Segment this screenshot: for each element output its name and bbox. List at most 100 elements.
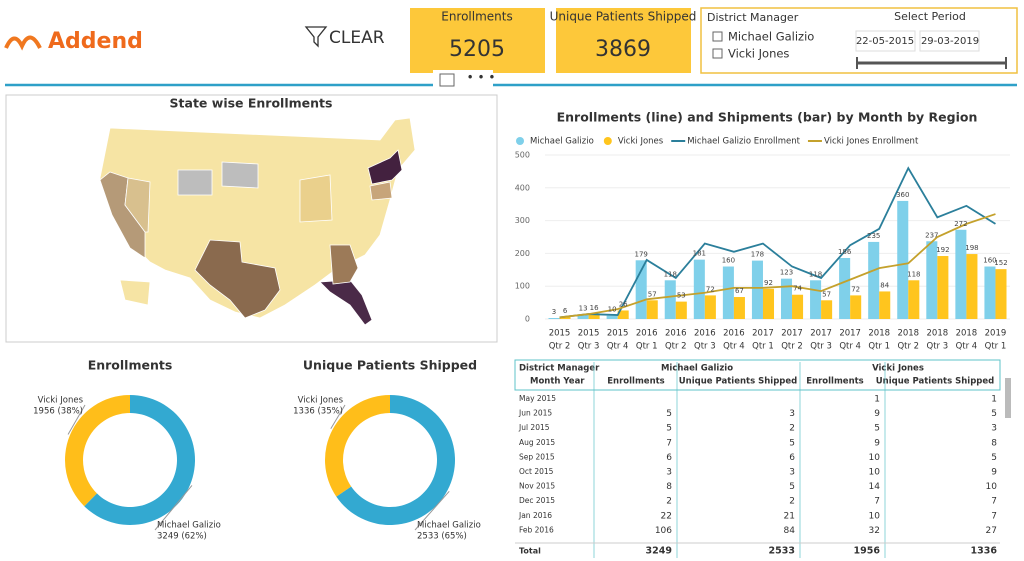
total-label: Total: [519, 547, 541, 556]
slice-label: 3249 (62%): [157, 532, 207, 542]
cell: 6: [666, 453, 672, 463]
data-label: 6: [563, 307, 568, 315]
line: [559, 213, 996, 319]
legend-label: Vicki Jones: [618, 137, 664, 147]
data-label: 16: [590, 304, 599, 312]
x-tick-label: Qtr 2: [897, 342, 919, 352]
cell: 8: [991, 438, 997, 448]
checkbox[interactable]: [712, 31, 723, 42]
x-tick-label: 2017: [781, 329, 803, 339]
cell: 14: [869, 482, 881, 492]
cell: 3: [991, 424, 997, 434]
donut-slice: [324, 395, 390, 497]
cell: 10: [869, 468, 881, 478]
row-header: Month Year: [530, 377, 585, 387]
cell: 1: [991, 395, 997, 405]
legend-swatch: [603, 137, 612, 145]
slice-label: 1336 (35%): [293, 407, 343, 417]
cell: 21: [784, 511, 795, 521]
logo: Addend: [48, 29, 143, 54]
cell: 2: [666, 497, 672, 507]
bar: [751, 260, 763, 319]
focus-icon[interactable]: [439, 73, 455, 87]
data-label: 57: [822, 290, 831, 298]
bar: [850, 295, 862, 319]
x-tick-label: 2018: [927, 329, 949, 339]
filter-option[interactable]: Michael Galizio: [728, 30, 814, 44]
row-label: Sep 2015: [519, 452, 555, 461]
slice-label: 1956 (38%): [33, 407, 83, 417]
state: [194, 239, 281, 319]
bar: [955, 229, 967, 319]
total-cell: 1336: [971, 546, 998, 557]
bar: [548, 318, 560, 319]
bar: [868, 241, 880, 319]
bar: [664, 280, 676, 319]
bar: [617, 310, 629, 319]
data-label: 72: [706, 285, 715, 293]
card-value: 5205: [449, 37, 505, 62]
x-tick-label: Qtr 1: [985, 342, 1007, 352]
column-header: Enrollments: [806, 377, 864, 387]
donut-slice: [64, 395, 130, 507]
start-date[interactable]: 22-05-2015: [856, 36, 914, 47]
visual-toolbar: [433, 70, 493, 90]
clear-button[interactable]: CLEAR: [304, 26, 385, 48]
cell: 5: [666, 409, 672, 419]
bar: [559, 317, 571, 319]
cell: 9: [991, 468, 997, 478]
state: [177, 169, 213, 196]
total-cell: 2533: [769, 546, 795, 557]
bar: [675, 301, 687, 319]
state: [299, 174, 333, 223]
cell: 106: [655, 526, 672, 536]
clear-label[interactable]: CLEAR: [329, 28, 385, 48]
x-tick-label: 2018: [897, 329, 919, 339]
data-label: 237: [925, 231, 938, 239]
data-label: 186: [838, 248, 852, 256]
card-value: 3869: [595, 37, 651, 62]
bar: [588, 313, 600, 319]
card-label: Enrollments: [441, 10, 513, 24]
date-input[interactable]: [919, 30, 980, 52]
chart-title: Unique Patients Shipped: [303, 358, 477, 373]
more-icon[interactable]: • • •: [467, 71, 496, 85]
cell: 27: [986, 526, 997, 536]
bar: [722, 266, 734, 319]
data-label: 57: [648, 290, 657, 298]
data-label: 179: [635, 250, 648, 258]
data-label: 53: [677, 292, 686, 300]
x-tick-label: 2019: [985, 329, 1007, 339]
cell: 9: [874, 409, 880, 419]
state: [221, 161, 259, 189]
end-date[interactable]: 29-03-2019: [921, 36, 979, 47]
row-label: Aug 2015: [519, 438, 555, 447]
cell: 3: [789, 409, 795, 419]
x-tick-label: Qtr 2: [665, 342, 687, 352]
column-header: Unique Patients Shipped: [876, 377, 994, 387]
filter-option[interactable]: Vicki Jones: [728, 47, 789, 61]
x-tick-label: Qtr 2: [781, 342, 803, 352]
map: [99, 117, 416, 326]
y-tick-label: 0: [525, 315, 530, 324]
legend-label: Michael Galizio Enrollment: [687, 137, 800, 147]
card: [556, 8, 691, 73]
x-tick-label: 2017: [752, 329, 774, 339]
x-tick-label: Qtr 4: [839, 342, 861, 352]
cell: 7: [991, 497, 997, 507]
bar: [792, 294, 804, 319]
data-label: 152: [994, 259, 1007, 267]
bar: [908, 280, 920, 319]
x-tick-label: 2016: [636, 329, 658, 339]
data-label: 67: [735, 287, 744, 295]
state: [119, 279, 151, 306]
x-tick-label: Qtr 4: [723, 342, 745, 352]
row-label: Dec 2015: [519, 496, 555, 505]
logo-mark: [4, 35, 42, 51]
state: [124, 177, 151, 233]
data-label: 181: [693, 250, 706, 258]
row-label: Nov 2015: [519, 482, 555, 491]
date-input[interactable]: [855, 30, 916, 52]
checkbox[interactable]: [712, 48, 723, 59]
